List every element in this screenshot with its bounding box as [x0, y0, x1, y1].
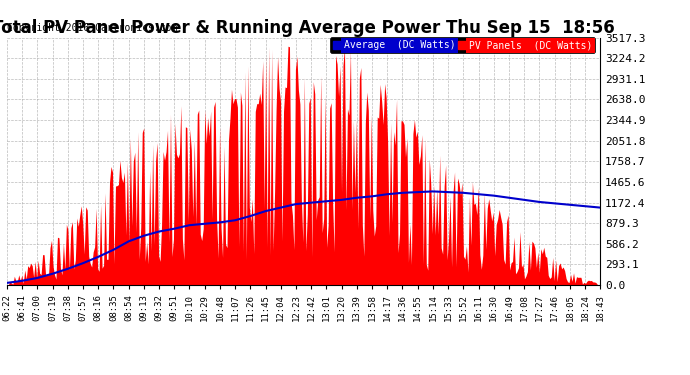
Text: Copyright 2016 Cartronics.com: Copyright 2016 Cartronics.com — [7, 22, 177, 33]
Title: Total PV Panel Power & Running Average Power Thu Sep 15  18:56: Total PV Panel Power & Running Average P… — [0, 20, 615, 38]
Legend: Average  (DC Watts), PV Panels  (DC Watts): Average (DC Watts), PV Panels (DC Watts) — [331, 38, 595, 53]
